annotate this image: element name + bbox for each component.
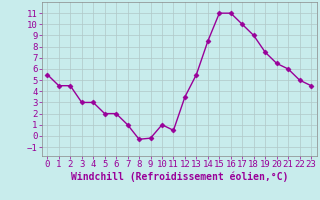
X-axis label: Windchill (Refroidissement éolien,°C): Windchill (Refroidissement éolien,°C) xyxy=(70,172,288,182)
